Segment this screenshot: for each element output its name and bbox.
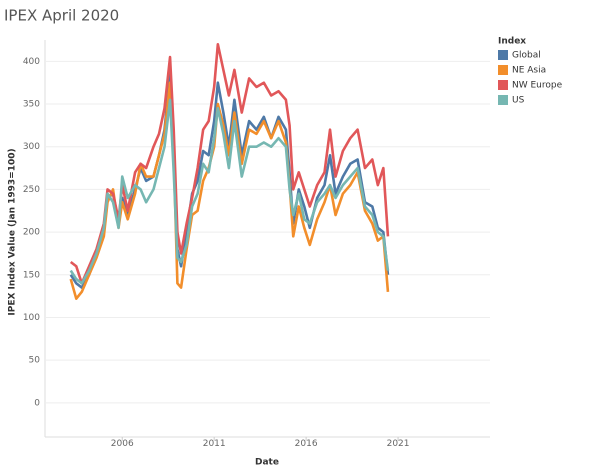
x-tick-label: 2021: [387, 439, 410, 449]
legend-swatch: [498, 65, 508, 75]
y-tick-label: 350: [23, 100, 40, 110]
legend-swatch: [498, 80, 508, 90]
y-tick-label: 200: [23, 228, 40, 238]
legend-swatch: [498, 50, 508, 60]
legend-label: Global: [512, 51, 541, 61]
x-tick-label: 2016: [295, 439, 318, 449]
legend-label: NE Asia: [512, 66, 546, 76]
line: [69, 72, 390, 289]
chart-title: IPEX April 2020: [4, 7, 119, 25]
legend-title: Index: [498, 37, 526, 47]
y-tick-label: 100: [23, 313, 40, 323]
legend-label: US: [512, 96, 525, 106]
y-tick-label: 300: [23, 142, 40, 152]
x-tick-label: 2011: [203, 439, 226, 449]
y-tick-label: 400: [23, 57, 40, 67]
line: [69, 98, 390, 285]
y-tick-label: 150: [23, 270, 40, 280]
y-axis-title: IPEX Index Value (Jan 1993=100): [8, 148, 18, 315]
y-tick-label: 50: [29, 356, 41, 366]
y-tick-label: 0: [34, 398, 40, 408]
y-tick-label: 250: [23, 185, 40, 195]
legend-label: NW Europe: [512, 81, 563, 91]
x-axis-title: Date: [255, 458, 279, 468]
x-tick-label: 2006: [111, 439, 134, 449]
legend-swatch: [498, 95, 508, 105]
